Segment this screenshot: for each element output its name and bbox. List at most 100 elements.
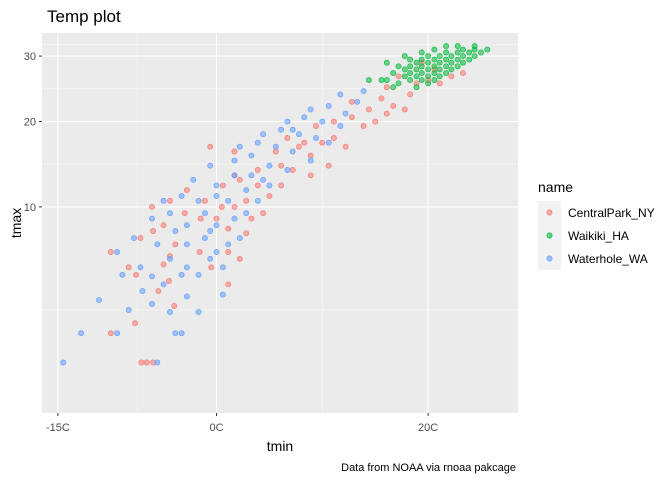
data-point: [425, 59, 432, 66]
data-point: [114, 249, 121, 255]
data-point: [307, 152, 314, 159]
data-point: [154, 359, 161, 366]
data-point: [436, 59, 443, 66]
data-point: [431, 77, 438, 84]
data-point: [443, 43, 450, 50]
data-point: [125, 307, 132, 313]
data-point: [243, 230, 250, 237]
legend-label: CentralPark_NY: [568, 206, 655, 220]
chart-title: Temp plot: [47, 7, 121, 26]
legend-key-dot: [546, 232, 553, 239]
data-point: [418, 63, 425, 70]
data-point: [319, 139, 326, 146]
data-point: [213, 222, 220, 229]
data-point: [325, 162, 332, 169]
data-point: [207, 228, 214, 234]
data-point: [443, 49, 450, 56]
data-point: [460, 59, 466, 66]
data-point: [225, 249, 232, 255]
data-point: [378, 77, 385, 84]
data-point: [60, 359, 67, 366]
data-point: [248, 215, 255, 222]
data-point: [138, 359, 145, 366]
data-point: [418, 49, 425, 56]
data-point: [296, 131, 302, 138]
data-point: [365, 106, 372, 113]
data-point: [337, 123, 344, 129]
legend-title: name: [538, 179, 573, 195]
legend-item: CentralPark_NY: [538, 201, 655, 224]
data-point: [466, 56, 473, 63]
data-point: [395, 63, 402, 70]
data-point: [354, 98, 361, 105]
data-point: [413, 59, 420, 66]
data-point: [454, 43, 461, 50]
data-point: [114, 330, 121, 337]
chart-caption: Data from NOAA via rnoaa pakcage: [341, 462, 516, 474]
data-point: [219, 264, 226, 271]
data-point: [143, 359, 150, 366]
data-point: [360, 123, 367, 129]
data-point: [213, 182, 220, 189]
data-point: [383, 110, 390, 117]
data-point: [236, 235, 243, 242]
data-point: [448, 66, 455, 73]
data-point: [431, 63, 438, 70]
data-point: [443, 63, 450, 70]
data-point: [201, 235, 208, 242]
data-point: [401, 73, 408, 80]
data-point: [132, 320, 139, 327]
data-point: [460, 53, 466, 60]
data-point: [325, 102, 332, 109]
data-point: [201, 210, 208, 217]
data-point: [266, 182, 273, 189]
data-point: [296, 143, 302, 150]
data-point: [160, 261, 167, 268]
data-point: [260, 176, 267, 183]
data-point: [172, 228, 179, 234]
data-point: [149, 273, 155, 280]
data-point: [431, 56, 438, 63]
data-point: [201, 197, 208, 204]
data-point: [119, 271, 126, 278]
data-point: [342, 110, 349, 117]
data-point: [260, 210, 267, 217]
data-point: [289, 126, 296, 133]
data-point: [401, 66, 408, 73]
data-point: [325, 139, 332, 146]
data-point: [383, 59, 390, 66]
data-point: [207, 143, 214, 150]
data-point: [484, 46, 491, 53]
data-point: [407, 77, 414, 84]
series-Waikiki_HA: [365, 43, 491, 91]
data-point: [395, 80, 402, 87]
data-point: [407, 63, 414, 70]
data-point: [213, 249, 220, 255]
data-point: [413, 84, 420, 91]
data-point: [436, 80, 443, 87]
data-point: [167, 210, 173, 217]
data-point: [154, 241, 161, 248]
data-point: [383, 77, 390, 84]
data-point: [454, 63, 461, 70]
legend-label: Waikiki_HA: [568, 229, 629, 243]
data-point: [266, 192, 273, 199]
data-point: [466, 49, 473, 56]
data-point: [231, 203, 238, 210]
data-point: [425, 53, 432, 60]
data-point: [418, 70, 425, 77]
data-point: [254, 182, 261, 189]
data-point: [213, 192, 220, 199]
y-tick-label: 20: [24, 117, 36, 129]
series-Waterhole_WA: [60, 88, 367, 366]
data-point: [183, 187, 190, 194]
data-point: [330, 135, 337, 141]
data-point: [307, 172, 314, 179]
data-point: [218, 203, 225, 210]
data-point: [401, 106, 408, 113]
data-point: [378, 95, 385, 102]
legend-key-dot: [546, 255, 553, 262]
data-point: [342, 143, 349, 150]
data-point: [372, 118, 379, 125]
